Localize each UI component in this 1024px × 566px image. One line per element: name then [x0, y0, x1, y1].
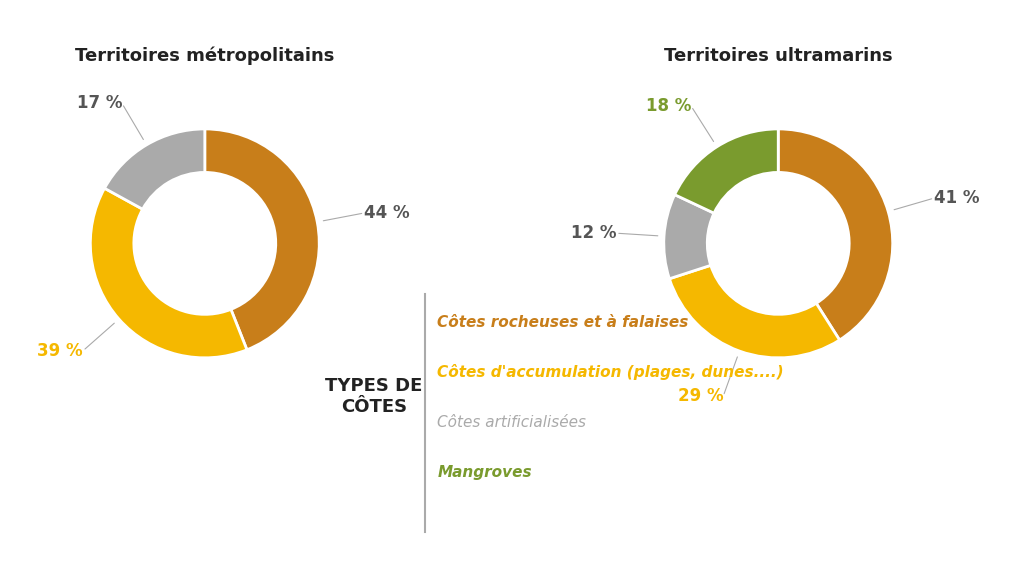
- Text: 12 %: 12 %: [570, 224, 616, 242]
- Wedge shape: [675, 129, 778, 213]
- Title: Territoires ultramarins: Territoires ultramarins: [664, 46, 893, 65]
- Title: Territoires métropolitains: Territoires métropolitains: [75, 46, 335, 65]
- Text: 39 %: 39 %: [37, 342, 83, 360]
- Wedge shape: [104, 129, 205, 209]
- Text: Côtes artificialisées: Côtes artificialisées: [437, 415, 587, 430]
- Text: Côtes rocheuses et à falaises: Côtes rocheuses et à falaises: [437, 315, 688, 330]
- Text: TYPES DE
CÔTES: TYPES DE CÔTES: [325, 377, 423, 415]
- Text: 17 %: 17 %: [77, 95, 122, 113]
- Text: Côtes d'accumulation (plages, dunes....): Côtes d'accumulation (plages, dunes....): [437, 365, 784, 380]
- Wedge shape: [205, 129, 319, 350]
- Text: 44 %: 44 %: [365, 204, 410, 222]
- Wedge shape: [778, 129, 893, 340]
- Text: 41 %: 41 %: [934, 189, 980, 207]
- Text: 29 %: 29 %: [678, 387, 723, 405]
- Wedge shape: [670, 265, 840, 358]
- Wedge shape: [664, 195, 714, 278]
- Text: 18 %: 18 %: [646, 97, 691, 115]
- Text: Mangroves: Mangroves: [437, 465, 531, 479]
- Wedge shape: [90, 188, 247, 358]
